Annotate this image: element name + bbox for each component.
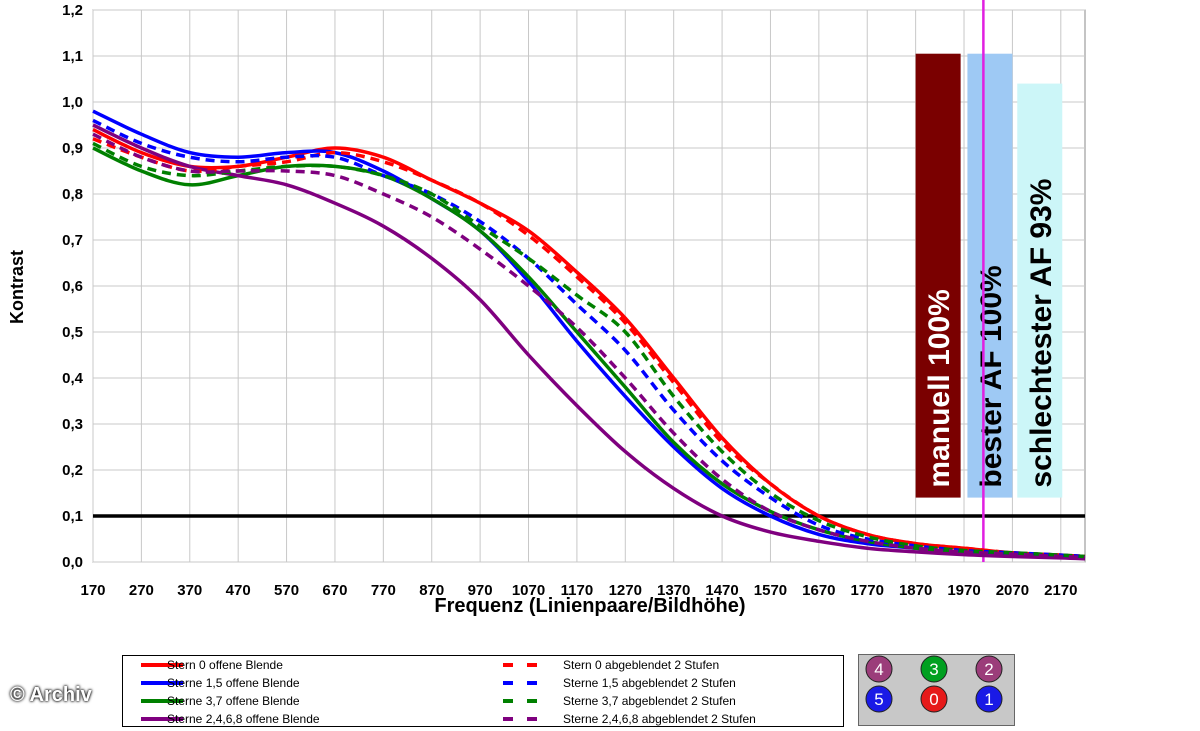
x-tick-label: 1370: [657, 582, 690, 599]
legend-swatches: Stern 0 offene Blende Sterne 1,5 offene B…: [141, 658, 756, 726]
y-tick-label: 0,3: [62, 416, 83, 433]
star-number: 1: [984, 690, 993, 709]
x-tick-label: 970: [468, 582, 493, 599]
legend: Stern 0 offene Blende Sterne 1,5 offene B…: [122, 655, 844, 727]
star-circle: [975, 685, 1003, 713]
star-number: 2: [984, 660, 993, 679]
x-tick-label: 1470: [705, 582, 738, 599]
star-number: 0: [929, 690, 938, 709]
legend-label: Sterne 2,4,6,8 offene Blende: [167, 712, 320, 726]
af-bar: [915, 53, 961, 498]
x-tick-label: 1570: [754, 582, 787, 599]
legend-label: Sterne 2,4,6,8 abgeblendet 2 Stufen: [563, 712, 756, 726]
af-bar-label: schlechtester AF 93%: [1025, 179, 1058, 488]
series-line: [92, 137, 1086, 559]
star-circle: [865, 655, 893, 683]
legend-label: Stern 0 offene Blende: [167, 658, 283, 672]
tick-labels: 170 270 370 470 570 670 770 870 970 1070 1170 1270 1…: [62, 2, 1077, 599]
star-circle: [920, 685, 948, 713]
x-tick-label: 670: [322, 582, 347, 599]
y-tick-label: 0,4: [62, 370, 84, 387]
x-tick-label: 370: [177, 582, 202, 599]
series-line: [92, 118, 1086, 559]
x-tick-label: 1270: [609, 582, 642, 599]
y-tick-label: 0,1: [62, 508, 83, 525]
af-bars: manuell 100% bester AF 100% schlechtester …: [915, 53, 1063, 498]
y-tick-label: 0,0: [62, 554, 83, 571]
star-circle: [920, 655, 948, 683]
y-tick-label: 0,5: [62, 324, 83, 341]
star-circles: 4 3 2 5 0 1: [865, 655, 1003, 713]
x-tick-label: 570: [274, 582, 299, 599]
legend-label: Sterne 3,7 offene Blende: [167, 694, 300, 708]
watermark: © Archiv: [10, 684, 92, 706]
x-tick-label: 470: [226, 582, 251, 599]
x-tick-label: 2170: [1044, 582, 1077, 599]
series-line: [92, 132, 1086, 560]
x-tick-label: 270: [129, 582, 154, 599]
y-tick-label: 0,8: [62, 186, 83, 203]
x-tick-label: 2070: [996, 582, 1029, 599]
af-bar-label: bester AF 100%: [975, 265, 1008, 487]
star-number: 3: [929, 660, 938, 679]
y-tick-label: 1,2: [62, 2, 83, 19]
star-number: 5: [874, 690, 883, 709]
x-tick-label: 1670: [802, 582, 835, 599]
legend-label: Sterne 1,5 offene Blende: [167, 676, 300, 690]
y-tick-label: 0,6: [62, 278, 83, 295]
x-tick-label: 870: [419, 582, 444, 599]
series-line: [92, 141, 1086, 559]
x-axis-label: Frequenz (Linienpaare/Bildhöhe): [434, 595, 745, 617]
star-circle: [975, 655, 1003, 683]
series-lines: [92, 0, 1086, 562]
y-tick-label: 0,2: [62, 462, 83, 479]
legend-label: Sterne 1,5 abgeblendet 2 Stufen: [563, 676, 736, 690]
af-bar-label: manuell 100%: [923, 289, 956, 487]
x-tick-label: 770: [371, 582, 396, 599]
y-tick-label: 0,9: [62, 140, 83, 157]
star-number: 4: [874, 660, 883, 679]
x-tick-label: 1870: [899, 582, 932, 599]
x-tick-label: 1970: [947, 582, 980, 599]
legend-label: Sterne 3,7 abgeblendet 2 Stufen: [563, 694, 736, 708]
y-tick-label: 1,0: [62, 94, 83, 111]
series-line: [92, 123, 1086, 561]
x-tick-label: 1070: [512, 582, 545, 599]
af-bar: [967, 53, 1013, 498]
star-layout-panel: 4 3 2 5 0 1: [858, 654, 1015, 726]
x-tick-label: 170: [80, 582, 105, 599]
x-tick-label: 1170: [561, 582, 594, 599]
x-tick-label: 1770: [851, 582, 884, 599]
af-bar: [1017, 83, 1063, 498]
contrast-chart: manuell 100% bester AF 100% schlechtester …: [7, 0, 1086, 617]
y-tick-label: 0,7: [62, 232, 83, 249]
y-axis-label: Kontrast: [7, 250, 27, 324]
legend-label: Stern 0 abgeblendet 2 Stufen: [563, 658, 719, 672]
y-tick-label: 1,1: [62, 48, 83, 65]
series-line: [92, 128, 1086, 559]
star-circle: [865, 685, 893, 713]
